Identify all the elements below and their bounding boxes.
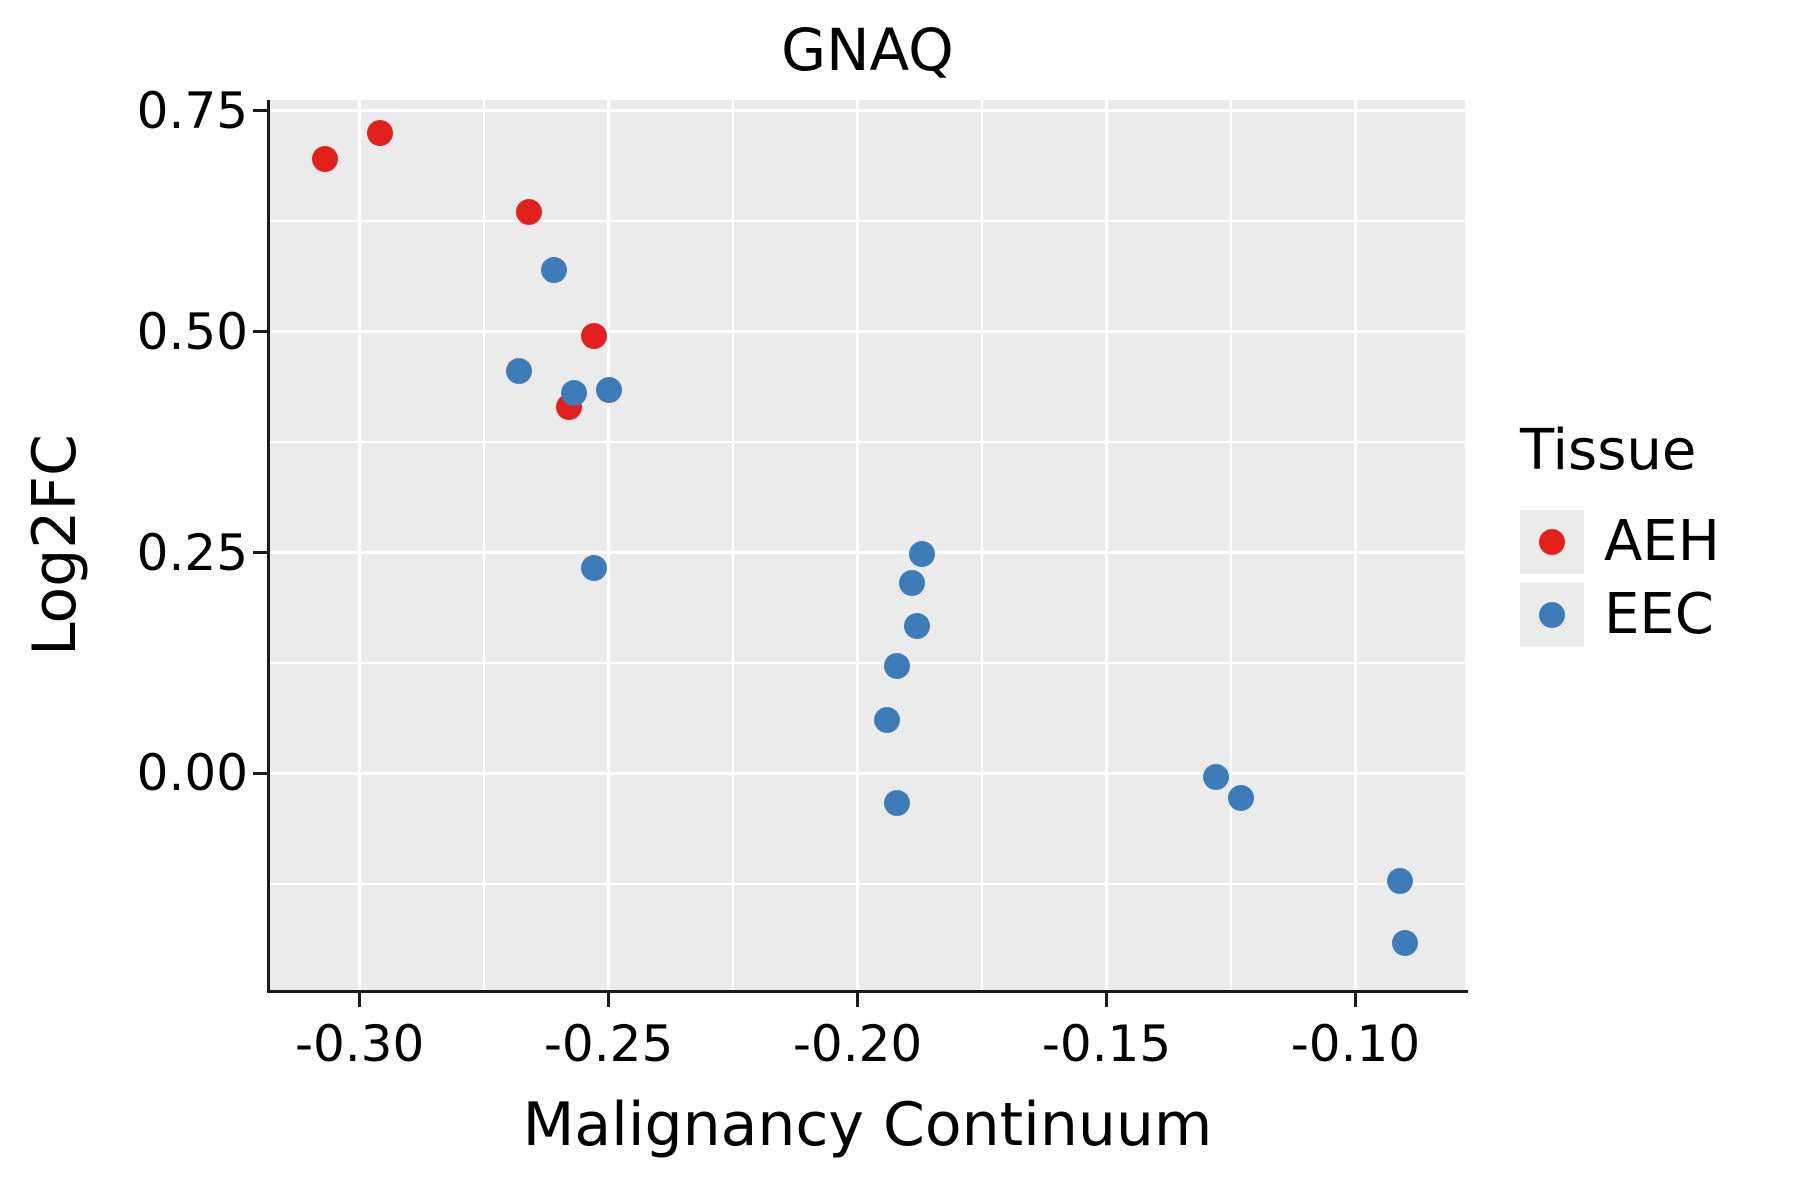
data-point-aeh bbox=[580, 322, 607, 349]
x-tick-mark bbox=[1353, 993, 1357, 1007]
x-gridline-minor bbox=[732, 100, 735, 990]
y-gridline-major bbox=[270, 551, 1465, 554]
legend-entry-aeh: AEH bbox=[1520, 509, 1720, 574]
y-gridline-minor bbox=[270, 441, 1465, 444]
y-tick-mark bbox=[253, 330, 267, 334]
x-tick-mark bbox=[607, 993, 611, 1007]
data-point-aeh bbox=[311, 146, 338, 173]
x-gridline-minor bbox=[981, 100, 984, 990]
y-tick-mark bbox=[253, 771, 267, 775]
x-axis-title: Malignancy Continuum bbox=[522, 1090, 1213, 1160]
x-gridline-major bbox=[1353, 100, 1357, 990]
data-point-eec bbox=[874, 707, 901, 734]
legend-key bbox=[1520, 582, 1584, 647]
legend-title: Tissue bbox=[1520, 418, 1697, 483]
legend-entry-label: EEC bbox=[1604, 582, 1714, 647]
data-point-eec bbox=[884, 652, 911, 679]
data-point-eec bbox=[540, 256, 567, 283]
legend-key bbox=[1520, 509, 1584, 574]
x-tick-mark bbox=[358, 993, 362, 1007]
x-tick-mark bbox=[1105, 993, 1108, 1007]
x-tick-label: -0.15 bbox=[1041, 1015, 1172, 1073]
x-tick-mark bbox=[856, 993, 860, 1007]
x-gridline-major bbox=[1105, 100, 1108, 990]
x-gridline-major bbox=[358, 100, 362, 990]
y-tick-label: 0.00 bbox=[136, 744, 248, 803]
x-tick-label: -0.10 bbox=[1290, 1015, 1421, 1073]
plot-panel bbox=[270, 100, 1465, 990]
y-axis-line bbox=[267, 100, 270, 993]
x-tick-label: -0.25 bbox=[543, 1015, 674, 1073]
data-point-eec bbox=[884, 789, 911, 816]
legend-entry-label: AEH bbox=[1604, 509, 1720, 574]
data-point-eec bbox=[899, 570, 926, 597]
plot-title: GNAQ bbox=[781, 16, 954, 84]
x-axis-line bbox=[267, 990, 1468, 993]
y-gridline-minor bbox=[270, 882, 1465, 885]
legend: Tissue AEH EEC bbox=[1520, 418, 1720, 655]
x-tick-label: -0.30 bbox=[294, 1015, 425, 1073]
y-gridline-major bbox=[270, 330, 1465, 334]
data-point-eec bbox=[580, 554, 607, 581]
legend-key-dot bbox=[1539, 528, 1565, 555]
y-tick-label: 0.25 bbox=[136, 523, 248, 582]
y-tick-label: 0.50 bbox=[136, 302, 248, 361]
y-gridline-minor bbox=[270, 220, 1465, 223]
y-tick-mark bbox=[253, 109, 267, 113]
data-point-eec bbox=[1203, 764, 1230, 790]
y-gridline-minor bbox=[270, 661, 1465, 664]
data-point-aeh bbox=[515, 199, 542, 226]
x-gridline-major bbox=[856, 100, 860, 990]
data-point-eec bbox=[595, 376, 622, 403]
x-tick-label: -0.20 bbox=[792, 1015, 923, 1073]
y-gridline-major bbox=[270, 109, 1465, 113]
data-point-eec bbox=[1227, 785, 1254, 812]
legend-entry-eec: EEC bbox=[1520, 582, 1720, 647]
data-point-eec bbox=[909, 541, 936, 568]
x-gridline-minor bbox=[1229, 100, 1232, 990]
data-point-eec bbox=[560, 380, 587, 407]
x-gridline-minor bbox=[483, 100, 486, 990]
y-tick-mark bbox=[253, 551, 267, 554]
data-point-aeh bbox=[366, 119, 393, 146]
data-point-eec bbox=[904, 612, 931, 639]
data-point-eec bbox=[505, 358, 532, 385]
x-gridline-major bbox=[607, 100, 611, 990]
data-point-eec bbox=[1387, 868, 1414, 895]
data-point-eec bbox=[1392, 930, 1419, 957]
y-gridline-major bbox=[270, 771, 1465, 775]
legend-key-dot bbox=[1539, 601, 1565, 628]
y-tick-label: 0.75 bbox=[136, 81, 248, 140]
